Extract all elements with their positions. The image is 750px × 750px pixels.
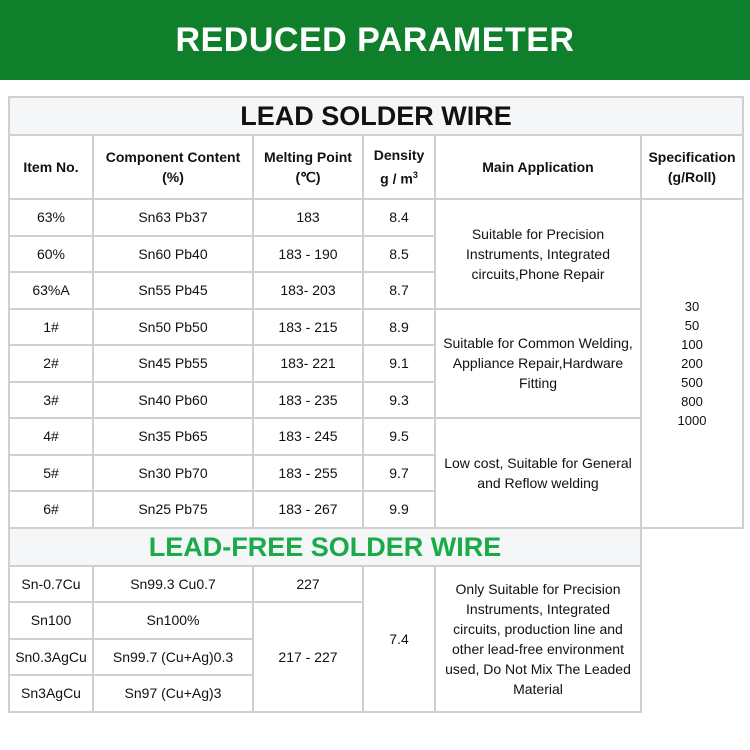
melting-point-cell: 217 - 227 [252, 601, 364, 713]
header-application: Main Application [434, 134, 642, 200]
table-row: 3# Sn40 Pb60 183 - 235 9.3 [8, 380, 743, 419]
table-row: Sn100 Sn100% 217 - 227 [8, 601, 743, 713]
density-cell: 9.1 [362, 344, 436, 383]
component-cell: Sn30 Pb70 [92, 453, 254, 492]
item-no-cell: 63% [8, 198, 94, 237]
table-row: 1# Sn50 Pb50 183 - 215 8.9 Suitable for Comm… [8, 307, 743, 419]
table-row: 63% Sn63 Pb37 183 8.4 Suitable for Precision… [8, 198, 745, 529]
item-no-cell: 4# [8, 417, 94, 456]
melting-point-cell: 183 [252, 198, 364, 237]
melting-point-cell: 183 - 267 [252, 490, 364, 529]
density-cell: 8.5 [362, 234, 436, 273]
melting-point-cell: 183 - 255 [252, 453, 364, 492]
component-cell: Sn97 (Cu+Ag)3 [92, 674, 254, 713]
density-cell: 9.7 [362, 453, 436, 492]
item-no-cell: Sn3AgCu [8, 674, 94, 713]
component-cell: Sn25 Pb75 [92, 490, 254, 529]
lead-section-title: LEAD SOLDER WIRE [7, 96, 745, 136]
page-banner: REDUCED PARAMETER [0, 0, 750, 80]
table-row: Sn3AgCu Sn97 (Cu+Ag)3 [8, 674, 743, 713]
item-no-cell: 5# [8, 453, 94, 492]
item-no-cell: 3# [8, 380, 94, 419]
item-no-cell: 2# [8, 344, 94, 383]
density-cell: 9.9 [362, 490, 436, 529]
header-component: Component Content (%) [92, 134, 254, 200]
table-row: Sn-0.7Cu Sn99.3 Cu0.7 227 7.4 Only Suitable … [8, 564, 743, 713]
component-cell: Sn50 Pb50 [92, 307, 254, 346]
density-cell: 9.3 [362, 380, 436, 419]
table-row: 6# Sn25 Pb75 183 - 267 9.9 [8, 490, 743, 529]
item-no-cell: 6# [8, 490, 94, 529]
item-no-cell: 1# [8, 307, 94, 346]
density-cell: 7.4 [362, 564, 436, 713]
table-row: Sn0.3AgCu Sn99.7 (Cu+Ag)0.3 [8, 637, 743, 676]
component-cell: Sn55 Pb45 [92, 271, 254, 310]
specification-value: 800 [681, 393, 703, 409]
application-cell: Only Suitable for Precision Instruments,… [434, 564, 642, 713]
melting-point-cell: 183 - 245 [252, 417, 364, 456]
component-cell: Sn100% [92, 601, 254, 640]
parameter-table: LEAD SOLDER WIRE Item No. Component Cont… [7, 96, 745, 713]
density-cell: 8.4 [362, 198, 436, 237]
application-cell: Suitable for Precision Instruments, Inte… [434, 198, 642, 310]
component-cell: Sn40 Pb60 [92, 380, 254, 419]
specification-cell: 30 50 100 200 500 800 1000 [639, 198, 745, 529]
density-cell: 9.5 [362, 417, 436, 456]
header-density: Density g / m3 [362, 134, 436, 200]
melting-point-cell: 183 - 190 [252, 234, 364, 273]
component-cell: Sn45 Pb55 [92, 344, 254, 383]
table-row: 63%A Sn55 Pb45 183- 203 8.7 [8, 271, 743, 310]
component-cell: Sn99.7 (Cu+Ag)0.3 [92, 637, 254, 676]
specification-value: 50 [684, 317, 700, 333]
header-melting: Melting Point (℃) [252, 134, 364, 200]
specification-value: 500 [681, 374, 703, 390]
table-row: 2# Sn45 Pb55 183- 221 9.1 [8, 344, 743, 383]
table-row: 60% Sn60 Pb40 183 - 190 8.5 [8, 234, 743, 273]
specification-value: 200 [681, 355, 703, 371]
melting-point-cell: 183- 221 [252, 344, 364, 383]
specification-value: 30 [684, 298, 700, 314]
specification-value: 100 [681, 336, 703, 352]
component-cell: Sn60 Pb40 [92, 234, 254, 273]
item-no-cell: 60% [8, 234, 94, 273]
header-item: Item No. [8, 134, 94, 200]
item-no-cell: Sn0.3AgCu [8, 637, 94, 676]
specification-value: 1000 [677, 412, 707, 428]
header-specification: Specification (g/Roll) [639, 134, 745, 200]
melting-point-cell: 183 - 235 [252, 380, 364, 419]
lead-free-section-title: LEAD-FREE SOLDER WIRE [8, 526, 642, 567]
melting-point-cell: 183 - 215 [252, 307, 364, 346]
melting-point-cell: 183- 203 [252, 271, 364, 310]
application-cell: Low cost, Suitable for General and Reflo… [434, 417, 642, 529]
component-cell: Sn35 Pb65 [92, 417, 254, 456]
table-row: 5# Sn30 Pb70 183 - 255 9.7 [8, 453, 743, 492]
item-no-cell: Sn-0.7Cu [8, 564, 94, 603]
item-no-cell: 63%A [8, 271, 94, 310]
table-row: 4# Sn35 Pb65 183 - 245 9.5 Low cost, Suitabl… [8, 417, 743, 529]
melting-point-cell: 227 [252, 564, 364, 603]
density-cell: 8.9 [362, 307, 436, 346]
component-cell: Sn63 Pb37 [92, 198, 254, 237]
header-row: Item No. Component Content (%) Melting Po… [8, 134, 745, 200]
component-cell: Sn99.3 Cu0.7 [92, 564, 254, 603]
density-cell: 8.7 [362, 271, 436, 310]
item-no-cell: Sn100 [8, 601, 94, 640]
application-cell: Suitable for Common Welding, Appliance R… [434, 307, 642, 419]
